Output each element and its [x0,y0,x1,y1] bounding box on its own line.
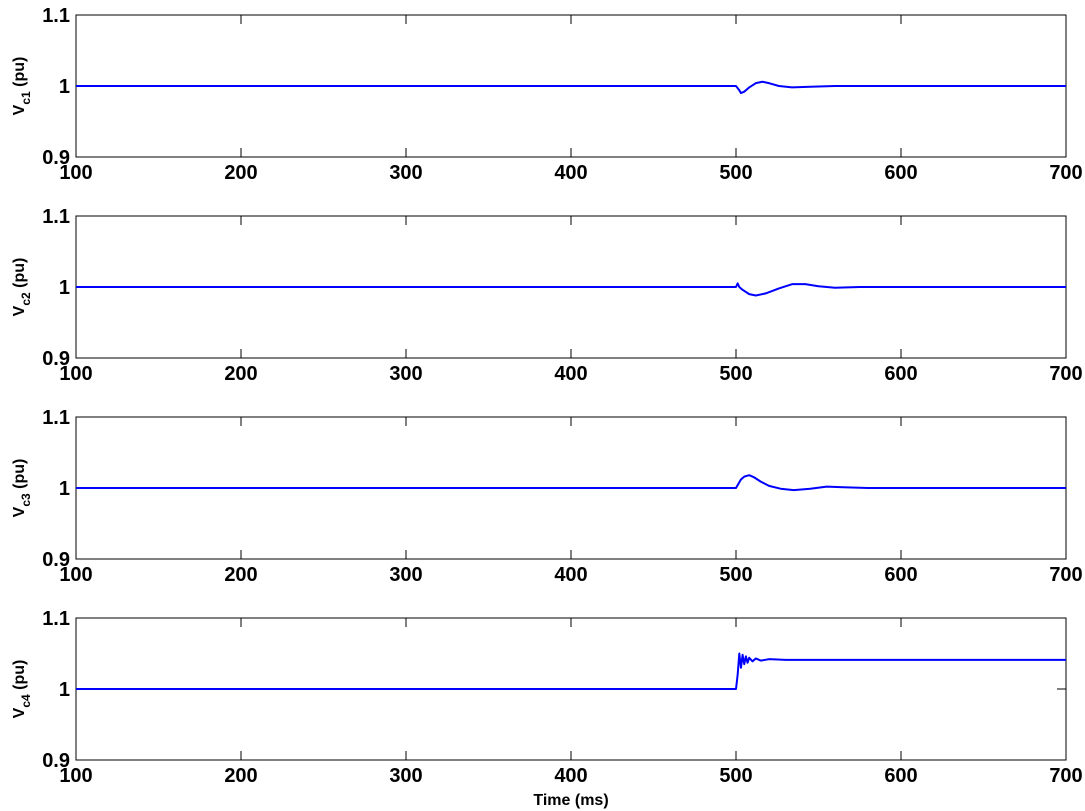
x-tick-label: 700 [1049,363,1082,385]
x-axis-label: Time (ms) [533,792,608,809]
series-line [76,80,1066,95]
y-tick-label: 0.9 [42,549,70,571]
y-tick-label: 1.1 [42,407,70,429]
x-tick-label: 700 [1049,162,1082,184]
x-tick-label: 400 [554,765,587,787]
x-tick-label: 600 [884,363,917,385]
x-tick-label: 200 [224,363,257,385]
x-tick-label: 500 [719,564,752,586]
y-tick-label: 1.1 [42,5,70,27]
x-tick-label: 500 [719,765,752,787]
x-tick-label: 200 [224,765,257,787]
x-tick-label: 200 [224,564,257,586]
y-axis-label-unit: (pu) [11,459,28,494]
series-line [76,474,1066,492]
x-tick-label: 200 [224,162,257,184]
x-tick-label: 400 [554,363,587,385]
y-axis-label-main: V [11,707,28,718]
x-tick-label: 100 [59,564,92,586]
subplot-2: 100 200 300 400 500 600 700 0.9 1 1.1 Vc2 (pu) [11,206,1083,385]
y-axis-label: Vc2 (pu) [11,258,33,317]
y-axis-label-unit: (pu) [11,660,28,695]
x-tick-label: 300 [389,564,422,586]
y-tick-label: 1 [59,679,70,701]
y-axis-label-sub: c3 [19,493,33,507]
x-tick-label: 400 [554,162,587,184]
x-tick-label: 300 [389,162,422,184]
y-axis-label-unit: (pu) [11,57,28,92]
x-tick-label: 100 [59,162,92,184]
x-tick-label: 400 [554,564,587,586]
y-axis-label-main: V [11,104,28,115]
subplot-4: 100 200 300 400 500 600 700 0.9 1 1.1 Vc4 (pu) Time… [11,608,1083,809]
x-tick-label: 600 [884,765,917,787]
subplot-1: 100 200 300 400 500 600 700 0.9 1 1.1 Vc1 (pu) [11,5,1083,184]
series-line [76,652,1066,690]
y-tick-label: 1.1 [42,206,70,228]
y-axis-label-unit: (pu) [11,258,28,293]
y-axis-label-sub: c2 [19,292,33,306]
subplot-3: 100 200 300 400 500 600 700 0.9 1 1.1 Vc3 (pu) [11,407,1083,586]
x-tick-label: 300 [389,765,422,787]
y-tick-label: 0.9 [42,348,70,370]
x-tick-label: 500 [719,162,752,184]
x-tick-label: 100 [59,765,92,787]
x-tick-label: 100 [59,363,92,385]
x-tick-label: 700 [1049,765,1082,787]
y-axis-label: Vc3 (pu) [11,459,33,518]
y-tick-label: 1 [59,76,70,98]
x-tick-label: 300 [389,363,422,385]
y-axis-label-sub: c1 [19,91,33,105]
y-tick-label: 1 [59,277,70,299]
x-tick-label: 600 [884,564,917,586]
y-axis-label-sub: c4 [19,694,33,708]
y-axis-label-main: V [11,305,28,316]
y-axis-label: Vc1 (pu) [11,57,33,116]
series-line [76,282,1066,297]
y-axis-label-main: V [11,506,28,517]
y-tick-label: 0.9 [42,147,70,169]
y-axis-label: Vc4 (pu) [11,660,33,719]
x-tick-label: 600 [884,162,917,184]
x-tick-label: 500 [719,363,752,385]
x-tick-label: 700 [1049,564,1082,586]
y-tick-label: 0.9 [42,750,70,772]
y-tick-label: 1.1 [42,608,70,630]
y-tick-label: 1 [59,478,70,500]
